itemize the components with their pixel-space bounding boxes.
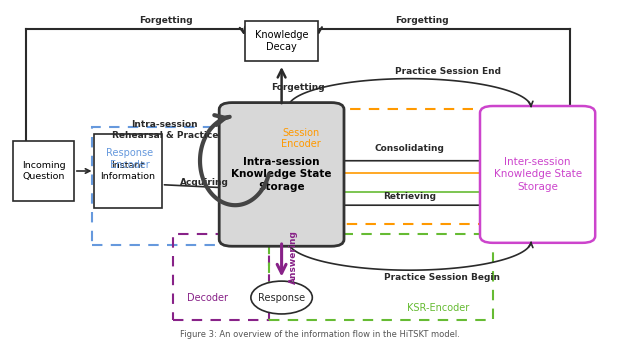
Text: Knowledge
Decay: Knowledge Decay [255,30,308,52]
Text: Practice Session Begin: Practice Session Begin [383,273,500,281]
Text: Retrieving: Retrieving [383,192,436,201]
Text: Acquiring: Acquiring [180,179,229,187]
Text: Decoder: Decoder [188,292,228,303]
Text: KSR-Encoder: KSR-Encoder [407,303,470,313]
Circle shape [251,281,312,314]
Text: Response: Response [258,292,305,303]
Text: Intra-session
Rehearsal & Practice: Intra-session Rehearsal & Practice [111,120,218,140]
Text: Practice Session End: Practice Session End [395,67,501,76]
Text: Session
Encoder: Session Encoder [281,128,321,149]
Text: Figure 3: An overview of the information flow in the HiTSKT model.: Figure 3: An overview of the information… [180,330,460,339]
Text: Response
Encoder: Response Encoder [106,148,154,170]
Text: Incoming
Question: Incoming Question [22,161,65,181]
Text: Forgetting: Forgetting [140,16,193,25]
Text: Consolidating: Consolidating [374,144,445,153]
Text: Answering: Answering [289,230,298,284]
Text: Intra-session
Knowledge State
Storage: Intra-session Knowledge State Storage [231,157,332,192]
FancyBboxPatch shape [13,141,74,201]
Text: Instant
Information: Instant Information [100,161,156,181]
FancyBboxPatch shape [480,106,595,243]
FancyBboxPatch shape [245,21,319,61]
Text: Forgetting: Forgetting [396,16,449,25]
FancyBboxPatch shape [219,103,344,246]
Text: Inter-session
Knowledge State
Storage: Inter-session Knowledge State Storage [493,157,582,192]
FancyBboxPatch shape [95,134,161,208]
Text: Forgetting: Forgetting [271,83,324,92]
